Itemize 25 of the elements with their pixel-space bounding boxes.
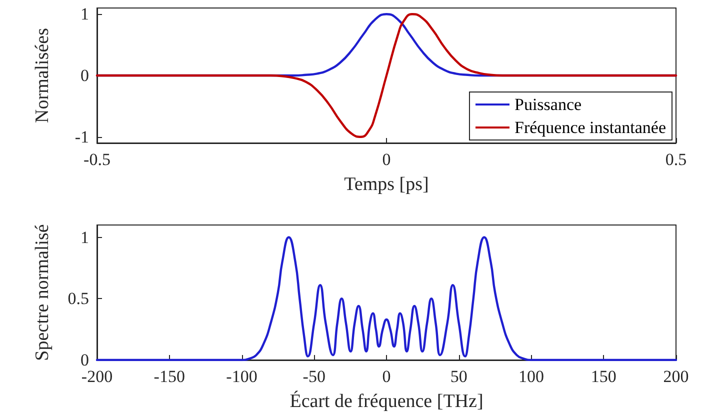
- x-axis-title: Écart de fréquence [THz]: [290, 390, 484, 412]
- x-tick-label: 150: [590, 367, 616, 386]
- x-tick-label: -150: [154, 367, 185, 386]
- x-axis-title: Temps [ps]: [344, 174, 429, 195]
- y-axis-title: Spectre normalisé: [32, 224, 53, 361]
- y-axis-title: Normalisées: [32, 28, 53, 123]
- y-tick-label: -1: [74, 127, 89, 146]
- y-tick-label: 1: [80, 4, 89, 24]
- x-tick-label: -200: [81, 367, 113, 386]
- x-tick-label: 200: [663, 367, 689, 386]
- y-tick-label: 1: [80, 228, 89, 247]
- x-tick-label: -100: [226, 367, 258, 386]
- y-tick-label: 0: [80, 350, 89, 370]
- x-tick-label: 0.5: [665, 150, 687, 169]
- y-tick-label: 0: [80, 66, 89, 85]
- line-series: [96, 13, 678, 138]
- x-tick-label: 0: [382, 367, 391, 386]
- x-tick-label: 50: [450, 367, 468, 386]
- y-tick-label: 0.5: [68, 289, 89, 308]
- x-tick-label: -50: [302, 367, 326, 386]
- x-tick-label: -0.5: [84, 150, 110, 169]
- x-tick-label: 100: [518, 367, 544, 386]
- legend-label: Puissance: [514, 95, 582, 114]
- legend-label: Fréquence instantanée: [514, 118, 666, 137]
- x-tick-label: 0: [382, 150, 391, 169]
